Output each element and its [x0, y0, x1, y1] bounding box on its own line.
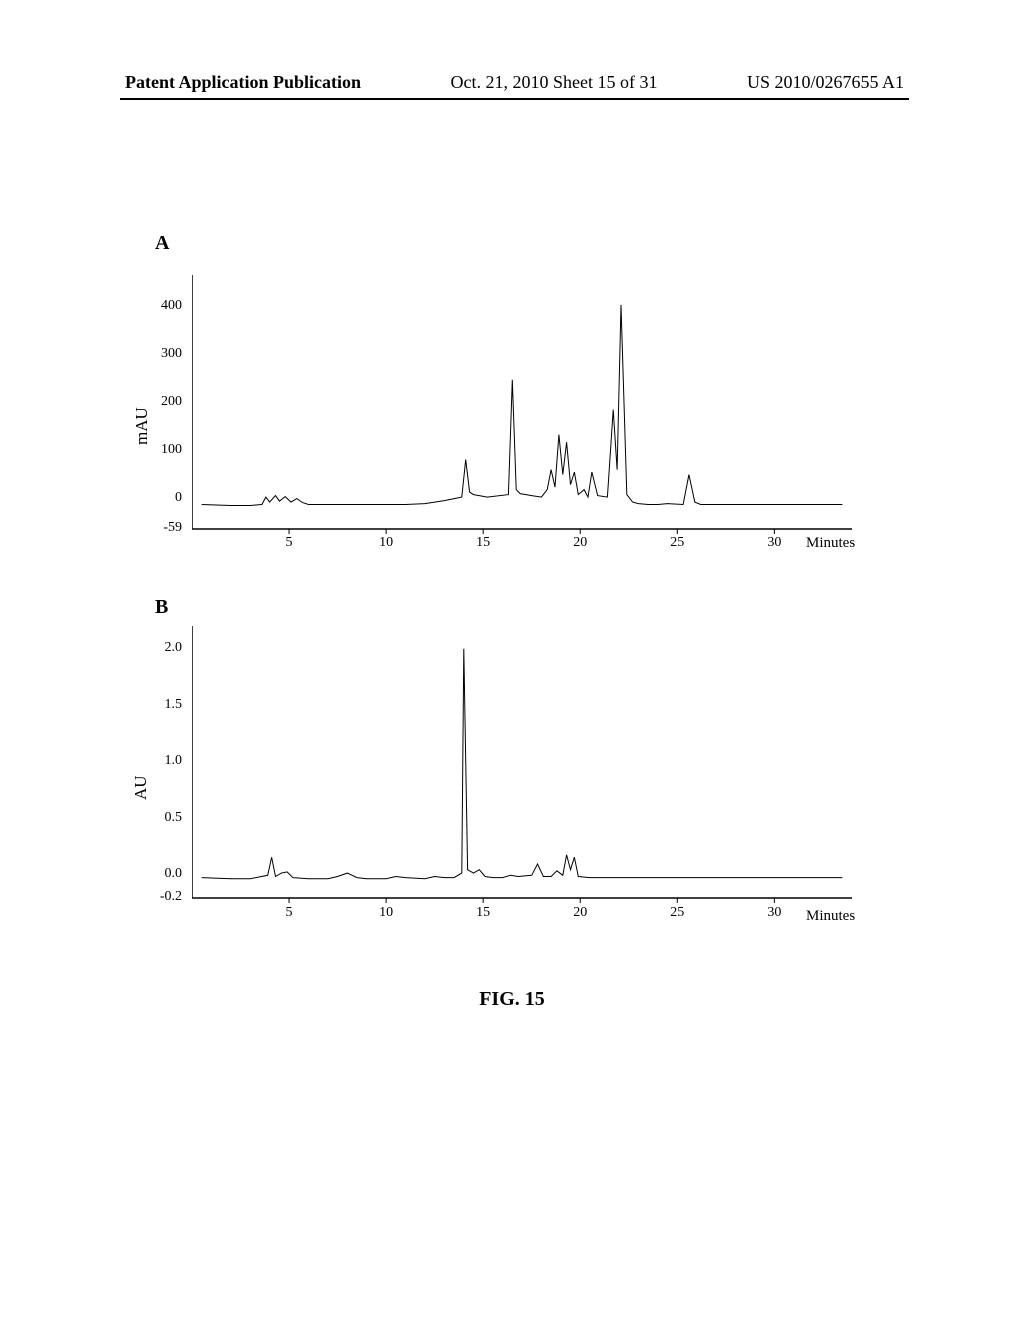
header-center: Oct. 21, 2010 Sheet 15 of 31: [451, 72, 658, 93]
panel-a-ytick: 200: [144, 394, 182, 410]
panel-b-ytick: 2.0: [144, 640, 182, 656]
x-tick-label: 15: [476, 905, 490, 921]
panel-b-x-axis-label: Minutes: [806, 908, 855, 925]
x-tick-label: 10: [379, 905, 393, 921]
panel-a-label: A: [155, 232, 169, 255]
panel-a-x-axis-label: Minutes: [806, 535, 855, 552]
chart-a: [192, 275, 852, 539]
panel-b-label: B: [155, 596, 168, 619]
header-rule: [120, 98, 909, 100]
x-tick-label: 25: [670, 535, 684, 551]
panel-b-ytick: 0.5: [144, 810, 182, 826]
panel-b-ytick: -0.2: [144, 889, 182, 905]
x-tick-label: 30: [767, 535, 781, 551]
x-tick-label: 10: [379, 535, 393, 551]
chart-a-svg: [192, 275, 852, 539]
panel-b-ytick: 1.0: [144, 753, 182, 769]
panel-b-ytick: 1.5: [144, 697, 182, 713]
x-tick-label: 20: [573, 535, 587, 551]
panel-a-ytick: 100: [144, 442, 182, 458]
page-header: Patent Application Publication Oct. 21, …: [0, 72, 1024, 93]
x-tick-label: 15: [476, 535, 490, 551]
header-right: US 2010/0267655 A1: [747, 72, 904, 93]
panel-a-ytick: -59: [144, 520, 182, 536]
panel-b-ytick: 0.0: [144, 866, 182, 882]
panel-a-ytick: 300: [144, 346, 182, 362]
chart-a-trace: [202, 305, 843, 506]
x-tick-label: 25: [670, 905, 684, 921]
chart-b-svg: [192, 626, 852, 909]
x-tick-label: 5: [286, 905, 293, 921]
panel-a-ytick: 400: [144, 298, 182, 314]
chart-b: [192, 626, 852, 909]
chart-b-trace: [202, 649, 843, 879]
x-tick-label: 5: [286, 535, 293, 551]
x-tick-label: 20: [573, 905, 587, 921]
x-tick-label: 30: [767, 905, 781, 921]
figure-caption: FIG. 15: [140, 988, 884, 1011]
panel-a-ytick: 0: [144, 490, 182, 506]
header-left: Patent Application Publication: [125, 72, 361, 93]
